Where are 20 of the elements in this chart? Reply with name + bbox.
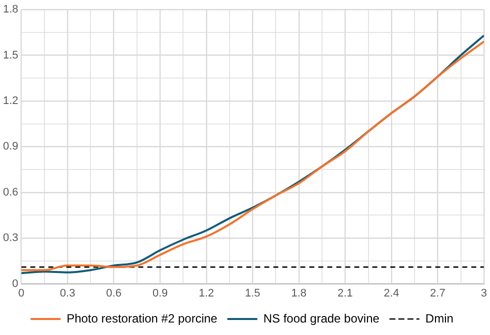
x-tick-label: 2.1: [338, 287, 353, 300]
legend-label: NS food grade bovine: [263, 311, 380, 326]
y-tick-label: 0.9: [2, 140, 18, 153]
y-tick-label: 1.5: [2, 49, 18, 62]
x-tick-label: 2.4: [384, 287, 400, 300]
y-tick-label: 0.3: [2, 232, 18, 244]
legend-label: Photo restoration #2 porcine: [66, 311, 218, 326]
x-tick-label: 1.8: [291, 287, 307, 300]
x-tick-label: 2.7: [430, 287, 446, 300]
y-tick-label: 1.8: [2, 4, 18, 16]
x-tick-label: 1.5: [244, 287, 260, 300]
legend-label: Dmin: [425, 311, 454, 326]
y-tick-label: 0: [12, 278, 18, 290]
x-tick-label: 3: [480, 287, 488, 300]
x-tick-label: 1.2: [198, 287, 214, 300]
x-tick-label: 0.9: [152, 287, 168, 300]
x-tick-label: 0.6: [106, 287, 122, 300]
y-tick-label: 1.2: [2, 95, 18, 108]
y-tick-label: 0.6: [2, 186, 18, 198]
x-tick-label: 0.3: [60, 287, 76, 300]
